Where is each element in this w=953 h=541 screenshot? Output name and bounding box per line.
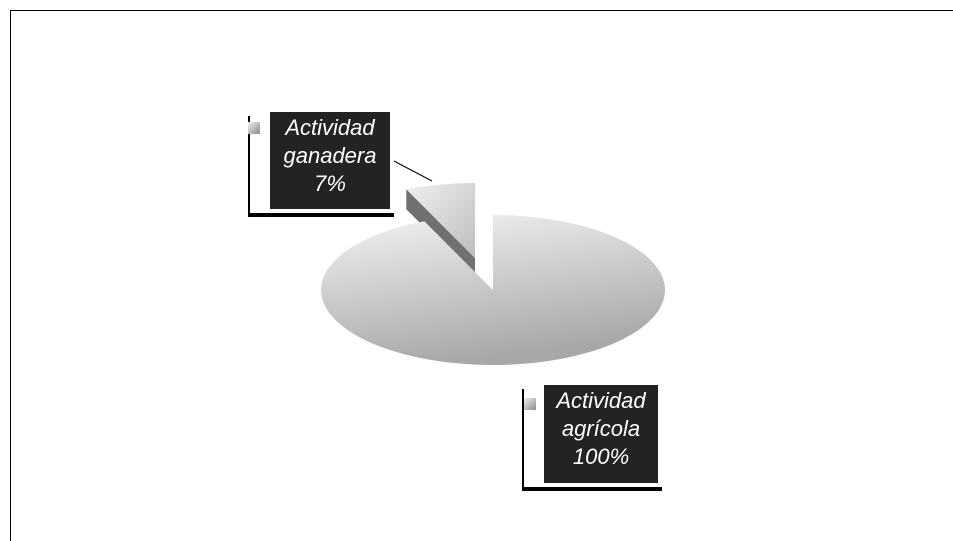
legend-key <box>524 398 536 410</box>
legend-key <box>248 122 260 134</box>
slice <box>321 215 666 365</box>
value-label: 7% <box>314 171 346 196</box>
chart-frame <box>10 10 953 541</box>
leader-line <box>391 159 433 182</box>
data-label: Actividad ganadera 7% <box>270 112 390 209</box>
data-label: Actividad agrícola 100% <box>544 385 658 483</box>
category-label: Actividad agrícola <box>556 388 646 441</box>
slice <box>406 183 475 258</box>
category-label: Actividad ganadera <box>283 115 377 168</box>
value-label: 100% <box>572 444 630 469</box>
